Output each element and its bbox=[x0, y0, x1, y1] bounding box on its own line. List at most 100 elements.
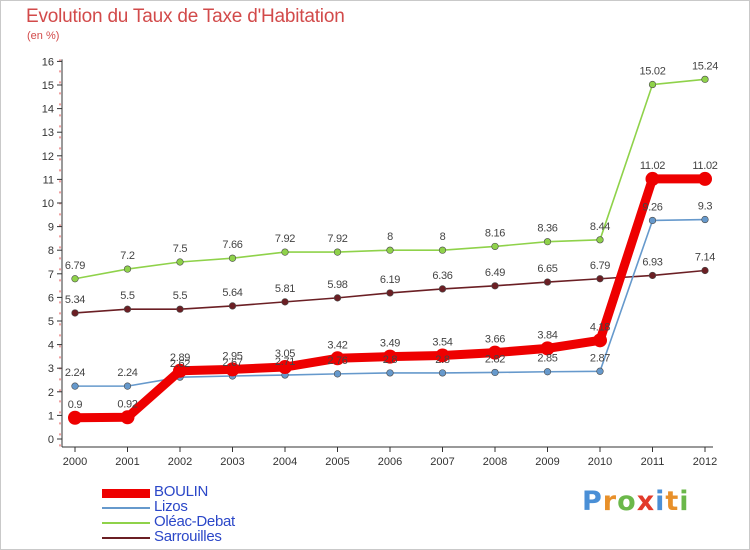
legend-label: Oléac-Debat bbox=[154, 513, 235, 530]
data-point bbox=[123, 382, 132, 390]
data-label: 5.64 bbox=[222, 287, 242, 299]
data-point bbox=[596, 275, 604, 283]
data-label: 9.3 bbox=[698, 201, 713, 213]
data-point bbox=[228, 302, 237, 310]
proxiti-logo: Proxiti bbox=[582, 486, 690, 517]
data-label: 2.8 bbox=[383, 354, 398, 366]
data-point bbox=[648, 271, 657, 280]
y-tick-label: 15 bbox=[42, 80, 54, 92]
data-label: 7.14 bbox=[695, 251, 715, 263]
x-tick-label: 2006 bbox=[378, 456, 402, 468]
data-point bbox=[123, 305, 132, 313]
y-tick-label: 8 bbox=[48, 245, 54, 257]
data-point bbox=[173, 363, 187, 378]
data-label: 2.76 bbox=[327, 355, 347, 367]
x-tick-label: 2000 bbox=[63, 456, 87, 468]
legend-swatch bbox=[102, 488, 150, 498]
data-label: 6.36 bbox=[432, 270, 452, 282]
y-tick-label: 14 bbox=[42, 104, 54, 116]
data-point bbox=[333, 248, 342, 256]
data-point bbox=[491, 282, 499, 290]
data-label: 2.85 bbox=[537, 353, 557, 365]
y-tick-label: 11 bbox=[43, 174, 54, 186]
y-tick-label: 7 bbox=[48, 269, 54, 281]
x-tick-label: 2005 bbox=[325, 456, 349, 468]
data-label: 3.66 bbox=[485, 334, 505, 346]
y-tick-label: 9 bbox=[48, 222, 54, 234]
x-tick-label: 2009 bbox=[535, 456, 559, 468]
y-tick-label: 2 bbox=[48, 387, 54, 399]
legend-label: Lizos bbox=[154, 498, 188, 515]
data-label: 2.62 bbox=[170, 358, 190, 370]
data-label: 6.93 bbox=[642, 256, 662, 268]
data-point bbox=[176, 258, 184, 266]
data-point bbox=[593, 333, 607, 348]
data-point bbox=[225, 362, 240, 377]
data-label: 7.5 bbox=[173, 243, 188, 255]
data-point bbox=[701, 215, 709, 224]
data-label: 3.54 bbox=[432, 336, 452, 348]
data-label: 2.89 bbox=[170, 352, 190, 364]
data-point bbox=[488, 345, 502, 360]
data-point bbox=[491, 242, 499, 251]
data-label: 5.5 bbox=[120, 290, 135, 302]
data-label: 9.26 bbox=[642, 201, 662, 213]
logo-letter: P bbox=[582, 486, 603, 517]
chart-title: Evolution du Taux de Taxe d'Habitation bbox=[26, 6, 345, 27]
data-label: 0.92 bbox=[117, 398, 137, 410]
data-point bbox=[120, 410, 135, 425]
data-label: 8.44 bbox=[590, 221, 610, 233]
data-point bbox=[71, 309, 79, 317]
data-label: 2.95 bbox=[222, 350, 242, 362]
legend-swatch bbox=[102, 507, 150, 509]
data-point bbox=[438, 285, 447, 293]
data-point bbox=[648, 216, 657, 225]
x-tick-label: 2010 bbox=[588, 456, 612, 468]
logo-letter: i bbox=[679, 486, 690, 517]
data-label: 2.67 bbox=[222, 357, 242, 369]
data-point bbox=[438, 369, 447, 377]
data-point bbox=[71, 382, 79, 390]
series-line-boulin bbox=[70, 174, 710, 423]
data-point bbox=[68, 410, 82, 425]
x-tick-label: 2012 bbox=[693, 456, 717, 468]
data-label: 6.65 bbox=[537, 263, 557, 275]
legend-swatch bbox=[102, 537, 150, 539]
data-point bbox=[435, 348, 450, 363]
data-label: 7.2 bbox=[120, 250, 135, 262]
y-tick-label: 5 bbox=[48, 316, 54, 328]
data-point bbox=[596, 236, 604, 244]
data-label: 6.79 bbox=[590, 260, 610, 272]
logo-letter: o bbox=[617, 486, 637, 517]
data-point bbox=[698, 171, 712, 186]
y-tick-label: 6 bbox=[48, 292, 54, 304]
data-label: 2.8 bbox=[435, 354, 450, 366]
data-label: 5.5 bbox=[173, 290, 188, 302]
data-label: 7.92 bbox=[327, 233, 347, 245]
data-label: 11.02 bbox=[692, 160, 717, 172]
data-point bbox=[281, 248, 289, 256]
data-point bbox=[596, 367, 604, 375]
x-tick-label: 2002 bbox=[168, 456, 192, 468]
data-label: 2.71 bbox=[275, 356, 295, 368]
data-label: 7.92 bbox=[275, 233, 295, 245]
data-label: 2.82 bbox=[485, 353, 505, 365]
legend-swatch bbox=[102, 522, 150, 524]
data-point bbox=[491, 368, 499, 377]
data-label: 6.19 bbox=[380, 274, 400, 286]
data-point bbox=[438, 246, 447, 254]
data-label: 8.36 bbox=[537, 223, 557, 235]
data-point bbox=[176, 305, 184, 313]
data-point bbox=[645, 171, 660, 186]
logo-letter: i bbox=[655, 486, 666, 517]
data-point bbox=[540, 341, 555, 356]
data-label: 2.87 bbox=[590, 352, 610, 364]
y-tick-label: 16 bbox=[42, 56, 54, 68]
data-point bbox=[543, 278, 552, 286]
data-label: 4.18 bbox=[590, 321, 610, 333]
data-point bbox=[386, 246, 394, 254]
legend-label: Sarrouilles bbox=[154, 528, 222, 545]
data-point bbox=[386, 369, 394, 377]
data-label: 15.24 bbox=[692, 60, 718, 72]
data-point bbox=[701, 75, 709, 83]
